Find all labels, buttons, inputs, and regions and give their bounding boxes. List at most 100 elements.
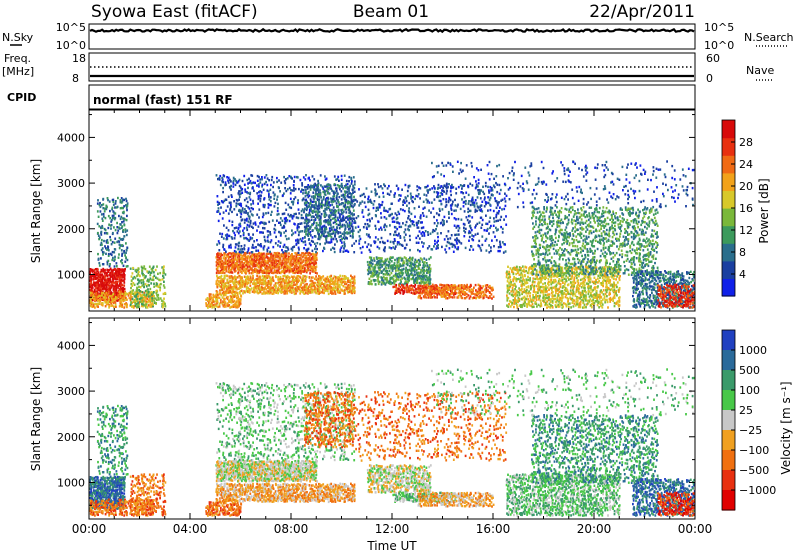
power-cell: [259, 178, 262, 181]
power-cell: [225, 250, 227, 253]
power-cell: [297, 280, 299, 283]
power-cell: [108, 265, 111, 268]
power-cell: [340, 202, 342, 206]
power-cell: [97, 252, 99, 256]
power-cell: [427, 291, 429, 294]
power-cell: [217, 210, 220, 213]
power-cell: [361, 245, 364, 249]
power-cell: [416, 287, 419, 290]
power-cell: [324, 286, 327, 289]
power-cell: [367, 282, 370, 285]
power-cell: [420, 280, 423, 283]
power-cell: [329, 241, 331, 244]
power-cell: [244, 190, 247, 193]
power-cell: [261, 176, 263, 179]
power-cell: [230, 184, 232, 188]
power-cell: [112, 256, 114, 260]
power-cell: [99, 276, 102, 279]
power-cell: [121, 225, 124, 228]
power-cell: [350, 277, 353, 280]
power-cell: [99, 243, 102, 247]
power-cell: [123, 273, 125, 276]
power-cell: [334, 275, 337, 279]
power-cell: [471, 291, 473, 295]
power-cell: [439, 289, 442, 292]
power-cell: [309, 269, 312, 272]
power-cell: [311, 204, 313, 207]
power-cell: [105, 241, 108, 244]
power-cell: [284, 222, 287, 225]
power-cell: [311, 289, 313, 293]
power-cell: [276, 219, 278, 222]
power-cell: [217, 253, 220, 257]
power-cell: [227, 304, 229, 308]
power-cell: [145, 275, 147, 278]
power-cell: [259, 197, 262, 200]
power-cell: [394, 291, 397, 294]
power-cell: [292, 203, 294, 206]
power-cell: [288, 276, 291, 280]
power-cell: [377, 280, 379, 283]
power-cell: [341, 223, 344, 227]
power-cell: [367, 208, 370, 211]
power-cell: [247, 211, 249, 215]
power-cell: [273, 265, 276, 268]
power-cell: [244, 276, 247, 279]
power-cell: [116, 205, 119, 209]
power-cell: [239, 279, 242, 282]
power-cell: [431, 291, 434, 294]
power-cell: [283, 252, 286, 255]
power-cell: [247, 238, 250, 242]
power-cell: [295, 212, 297, 216]
power-cell: [350, 198, 353, 201]
power-cell: [219, 298, 222, 302]
power-cell: [291, 281, 293, 285]
power-cell: [223, 248, 226, 251]
power-cell: [282, 290, 285, 294]
power-cell: [273, 271, 276, 274]
power-cell: [257, 225, 260, 228]
power-cell: [270, 239, 273, 242]
power-cell: [246, 191, 248, 194]
power-cell: [278, 179, 280, 182]
power-cell: [335, 197, 338, 201]
power-cell: [418, 272, 421, 275]
power-cell: [118, 290, 121, 293]
power-cell: [296, 176, 299, 179]
power-cell: [234, 302, 237, 305]
power-cell: [136, 287, 139, 290]
power-cell: [239, 299, 242, 303]
power-cell: [153, 274, 156, 277]
power-cell: [473, 286, 475, 289]
power-cell: [462, 293, 464, 296]
power-cell: [385, 272, 388, 275]
power-cell: [238, 190, 241, 193]
power-cell: [113, 287, 116, 290]
power-cell: [276, 251, 279, 255]
power-cell: [259, 231, 261, 234]
power-cell: [140, 297, 143, 300]
power-cell: [155, 301, 157, 305]
power-cell: [383, 262, 386, 265]
power-cell: [412, 263, 414, 266]
power-cell: [252, 271, 254, 274]
power-cell: [241, 285, 244, 288]
power-cell: [305, 226, 307, 229]
power-cell: [308, 219, 311, 222]
power-cell: [315, 261, 317, 264]
power-cell: [484, 284, 487, 287]
power-cell: [273, 197, 276, 200]
power-cell: [455, 286, 458, 289]
power-cell: [149, 301, 152, 304]
power-cell: [461, 296, 463, 300]
power-cell: [288, 257, 291, 260]
power-cell: [351, 291, 353, 295]
power-cell: [89, 298, 92, 301]
power-cell: [222, 237, 225, 240]
power-cell: [363, 201, 366, 204]
power-cell: [273, 288, 276, 291]
power-cell: [103, 227, 106, 231]
power-cell: [106, 288, 109, 291]
power-cell: [348, 186, 351, 189]
power-cell: [92, 290, 95, 294]
